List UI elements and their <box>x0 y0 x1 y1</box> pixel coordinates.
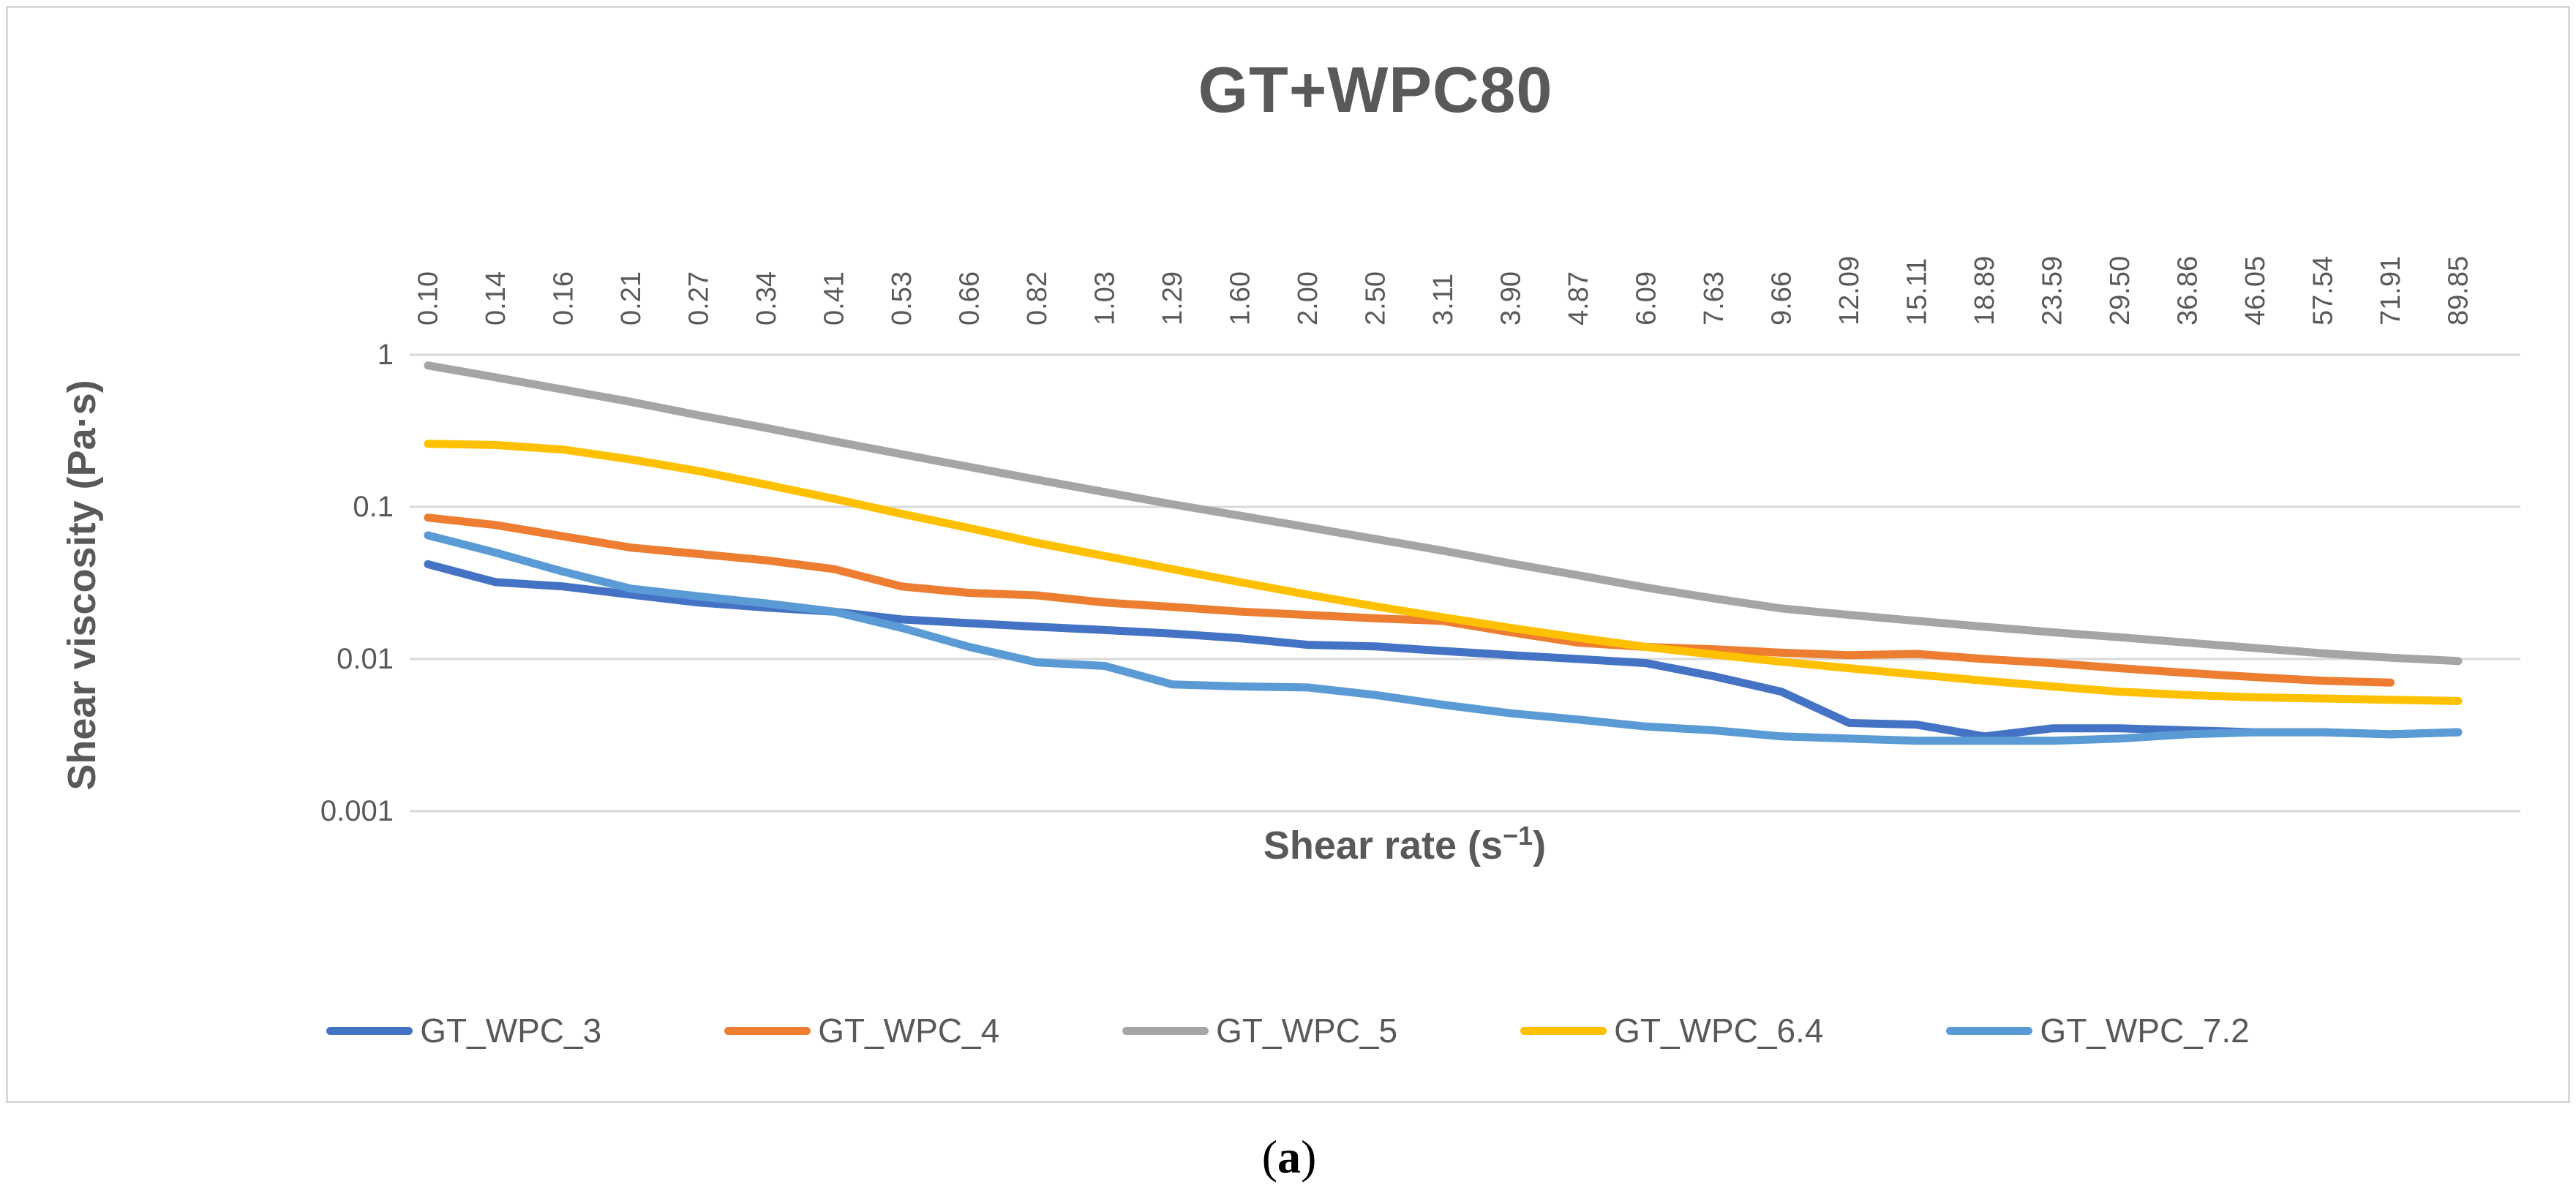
chart-border <box>6 6 2570 1103</box>
legend-label: GT_WPC_7.2 <box>2040 1012 2250 1050</box>
x-axis-title-exponent: −1 <box>1503 821 1533 851</box>
legend-label: GT_WPC_5 <box>1216 1012 1398 1050</box>
x-axis-title-close: ) <box>1533 824 1547 867</box>
legend-swatch-GT_WPC_7.2 <box>1946 1026 2033 1035</box>
x-tick-label: 1.60 <box>1225 271 1256 325</box>
y-tick-label: 0.001 <box>320 795 394 827</box>
x-tick-label: 0.34 <box>751 271 782 325</box>
series-line-GT_WPC_4 <box>424 513 2395 687</box>
y-tick-label: 1 <box>378 339 394 371</box>
caption-letter: a <box>1277 1131 1301 1183</box>
x-tick-label: 0.10 <box>413 271 444 325</box>
x-tick-label: 12.09 <box>1834 256 1865 325</box>
legend: GT_WPC_3 GT_WPC_4 GT_WPC_5 GT_WPC_6.4 GT_WPC… <box>0 1011 2576 1050</box>
x-tick-label: 3.11 <box>1428 274 1459 325</box>
x-tick-label: 29.50 <box>2105 256 2136 325</box>
x-tick-label: 1.03 <box>1090 271 1121 325</box>
y-axis-title: Shear viscosity (Pa·s) <box>60 380 104 791</box>
legend-item-GT_WPC_7.2: GT_WPC_7.2 <box>1946 1011 2250 1050</box>
x-tick-label: 71.91 <box>2376 256 2406 325</box>
series-line-GT_WPC_6.4 <box>424 440 2463 705</box>
legend-swatch-GT_WPC_5 <box>1122 1026 1209 1035</box>
legend-label: GT_WPC_6.4 <box>1614 1012 1824 1050</box>
caption-open: ( <box>1261 1131 1277 1183</box>
x-tick-label: 6.09 <box>1631 271 1662 325</box>
x-tick-label: 2.00 <box>1293 271 1323 325</box>
legend-swatch-GT_WPC_6.4 <box>1520 1026 1607 1035</box>
caption-close: ) <box>1301 1131 1317 1183</box>
x-tick-label: 46.05 <box>2240 256 2271 325</box>
series-line-GT_WPC_5 <box>424 361 2463 666</box>
x-tick-label: 0.16 <box>549 271 579 325</box>
figure-caption: (a) <box>1262 1130 1317 1184</box>
x-tick-label: 9.66 <box>1767 271 1798 325</box>
x-tick-label: 36.86 <box>2173 256 2204 325</box>
legend-item-GT_WPC_3: GT_WPC_3 <box>326 1011 601 1050</box>
y-tick-label: 0.01 <box>337 643 394 675</box>
x-tick-label: 7.63 <box>1699 271 1730 325</box>
legend-swatch-GT_WPC_4 <box>724 1026 811 1035</box>
x-axis-title: Shear rate (s−1) <box>1263 821 1546 868</box>
legend-item-GT_WPC_4: GT_WPC_4 <box>724 1011 999 1050</box>
x-tick-label: 2.50 <box>1361 271 1392 325</box>
series-line-GT_WPC_3 <box>424 560 2463 741</box>
x-tick-label: 0.27 <box>684 271 715 325</box>
x-tick-label: 0.14 <box>481 271 511 325</box>
x-tick-label: 0.53 <box>887 271 917 325</box>
x-axis-title-text: Shear rate (s <box>1263 824 1503 867</box>
x-tick-label: 23.59 <box>2038 256 2068 325</box>
x-tick-label: 18.89 <box>1969 256 2000 325</box>
chart-title: GT+WPC80 <box>1198 53 1553 126</box>
x-tick-label: 3.90 <box>1496 271 1527 325</box>
legend-item-GT_WPC_5: GT_WPC_5 <box>1122 1011 1397 1050</box>
legend-swatch-GT_WPC_3 <box>326 1026 413 1035</box>
x-tick-label: 57.54 <box>2308 256 2339 325</box>
x-tick-label: 4.87 <box>1563 271 1594 325</box>
series-line-GT_WPC_7.2 <box>424 531 2463 745</box>
x-tick-label: 0.66 <box>955 271 985 325</box>
x-tick-label: 0.41 <box>819 271 850 325</box>
x-tick-label: 1.29 <box>1157 271 1188 325</box>
x-tick-label: 0.82 <box>1022 271 1053 325</box>
y-tick-label: 0.1 <box>353 491 394 523</box>
x-tick-label: 15.11 <box>1902 258 1933 325</box>
legend-label: GT_WPC_4 <box>818 1012 1000 1050</box>
x-tick-label: 0.21 <box>616 271 647 325</box>
x-tick-label: 89.85 <box>2444 256 2474 325</box>
legend-label: GT_WPC_3 <box>420 1012 602 1050</box>
legend-item-GT_WPC_6.4: GT_WPC_6.4 <box>1520 1011 1823 1050</box>
